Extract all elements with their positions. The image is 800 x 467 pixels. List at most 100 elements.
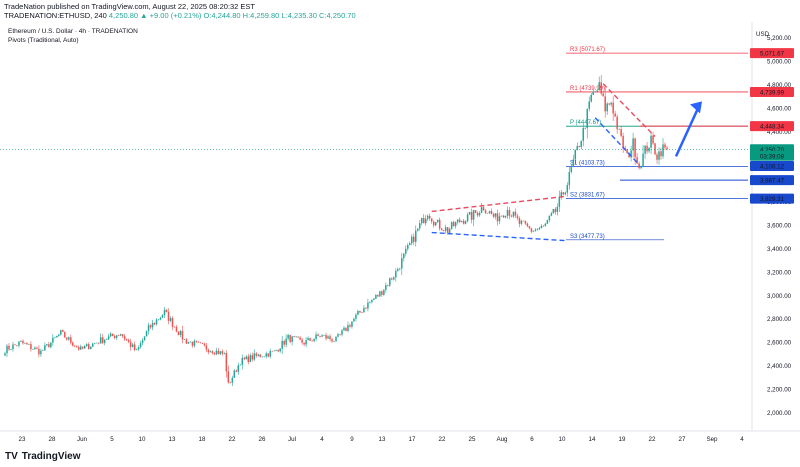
candle-body xyxy=(207,349,210,353)
candle-body xyxy=(20,340,22,342)
candle-body xyxy=(654,143,656,155)
x-tick-label: Jul xyxy=(288,436,296,443)
candle-body xyxy=(634,138,636,158)
candle-body xyxy=(432,221,435,226)
candle-body xyxy=(413,236,415,242)
candle-body xyxy=(468,212,471,215)
candle-body xyxy=(480,207,483,213)
candle-body xyxy=(331,339,333,342)
tradingview-logo[interactable]: TV TradingView xyxy=(5,451,81,462)
candle-body xyxy=(420,217,423,224)
candle-body xyxy=(514,211,517,216)
x-tick-label: 27 xyxy=(679,436,686,443)
candle-body xyxy=(89,346,92,350)
candle-body xyxy=(229,382,232,384)
candle-body xyxy=(351,321,353,327)
candle-body xyxy=(536,229,539,230)
candle-body xyxy=(450,222,453,230)
candle-body xyxy=(562,192,565,195)
price-label-text: 4,108.12 xyxy=(760,163,785,170)
candle-body xyxy=(82,346,84,349)
candle-body xyxy=(646,145,648,152)
candle-body xyxy=(426,215,429,219)
y-tick-label: 4,800.00 xyxy=(767,82,792,89)
candle-body xyxy=(259,354,261,357)
price-label-text: 5,071.67 xyxy=(760,51,785,58)
x-tick-label: 19 xyxy=(619,436,626,443)
candle-body xyxy=(263,356,265,358)
price-label-text: 4,739.99 xyxy=(760,89,785,96)
candle-body xyxy=(518,218,521,224)
candle-body xyxy=(121,334,124,337)
candle-body xyxy=(321,335,323,337)
price-label-box xyxy=(750,121,794,132)
candle-body xyxy=(379,291,381,297)
x-tick-label: 22 xyxy=(649,436,656,443)
candle-body xyxy=(448,229,451,233)
candle-body xyxy=(239,364,242,366)
y-tick-label: 5,000.00 xyxy=(767,58,792,65)
x-tick-label: 28 xyxy=(49,436,56,443)
candle-body xyxy=(157,319,160,321)
candle-body xyxy=(131,344,134,347)
candle-body xyxy=(111,333,114,336)
candle-body xyxy=(175,326,178,332)
candle-body xyxy=(403,253,405,259)
candle-body xyxy=(28,344,30,345)
candle-body xyxy=(261,356,263,358)
candle-body xyxy=(60,330,62,335)
candle-body xyxy=(496,213,499,222)
candle-body xyxy=(546,220,549,224)
candle-body xyxy=(6,345,8,354)
candle-body xyxy=(54,337,56,339)
candle-body xyxy=(608,103,610,105)
candle-body xyxy=(251,355,254,360)
candle-body xyxy=(570,166,573,172)
candle-body xyxy=(542,226,545,227)
candle-body xyxy=(145,331,148,337)
support-trendline xyxy=(431,231,568,242)
price-chart[interactable]: Ethereum / U.S. Dollar · 4h · TRADENATIO… xyxy=(0,22,800,449)
candle-body xyxy=(159,317,162,320)
candle-body xyxy=(534,229,537,231)
candle-body xyxy=(618,129,620,130)
candle-body xyxy=(616,116,618,130)
price-label-box xyxy=(750,48,794,59)
candle-body xyxy=(632,138,634,151)
x-tick-label: 5 xyxy=(110,436,114,443)
candle-body xyxy=(295,336,297,338)
candle-body xyxy=(265,353,267,357)
candle-body xyxy=(87,344,90,350)
candle-body xyxy=(56,335,58,338)
candle-body xyxy=(335,336,337,342)
candle-body xyxy=(460,220,463,222)
price-label-text: 3,987.47 xyxy=(760,178,785,185)
price-label-box xyxy=(750,160,794,171)
candle-body xyxy=(602,93,604,97)
x-axis[interactable]: 23 28 Jun 5 10 13 18 22 26 Jul 4 9 13 17 22 25 Aug 6 10 14 1… xyxy=(19,436,745,443)
candle-body xyxy=(14,344,16,346)
currency-label: USD xyxy=(756,31,770,38)
price-label-box xyxy=(750,86,794,97)
candle-body xyxy=(387,285,389,286)
candle-body xyxy=(598,82,600,91)
x-tick-label: 13 xyxy=(379,436,386,443)
candle-body xyxy=(630,150,632,158)
candle-body xyxy=(271,351,273,352)
pivot-levels: R3 (5395.73)R3 (5071.67)R1 (4739.99)P (4… xyxy=(566,47,748,241)
candle-body xyxy=(50,342,52,348)
candle-body xyxy=(466,214,469,222)
x-tick-label: 6 xyxy=(530,436,534,443)
candle-body xyxy=(4,353,6,356)
candle-body xyxy=(538,227,541,230)
chart-header: TradeNation published on TradingView.com… xyxy=(0,0,800,22)
candle-body xyxy=(167,311,170,321)
candle-body xyxy=(34,347,36,350)
candle-body xyxy=(249,355,252,363)
candle-body xyxy=(217,350,220,355)
candle-body xyxy=(393,277,395,280)
x-tick-label: 10 xyxy=(559,436,566,443)
candle-body xyxy=(42,350,44,351)
candle-body xyxy=(273,350,275,352)
candle-body xyxy=(584,127,587,129)
